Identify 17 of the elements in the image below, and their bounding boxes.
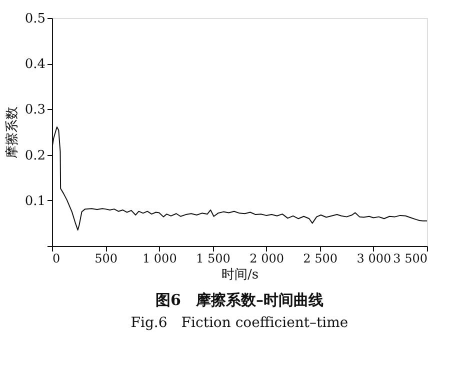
y-axis-title: 摩擦系数 bbox=[4, 106, 20, 158]
y-tick-label: 0.4 bbox=[24, 57, 46, 72]
x-tick-label: 3 000 bbox=[356, 252, 392, 266]
y-tick-label: 0.3 bbox=[24, 102, 46, 118]
y-tick-label: 0.2 bbox=[24, 148, 46, 164]
x-tick-label: 500 bbox=[94, 252, 118, 266]
x-tick-label: 3 500 bbox=[393, 252, 428, 266]
x-tick-label: 0 bbox=[52, 252, 60, 266]
x-tick-label: 2 500 bbox=[303, 252, 338, 266]
text: 图6 摩擦系数–时间曲线 bbox=[156, 291, 324, 309]
text: Fig.6 Fiction coefficient–time bbox=[130, 315, 348, 331]
x-tick-label: 1 500 bbox=[196, 252, 230, 266]
x-axis-title: 时间/s bbox=[221, 268, 259, 282]
x-tick-label: 2 000 bbox=[250, 252, 284, 266]
y-tick-label: 0.1 bbox=[24, 194, 46, 209]
x-tick-label: 1 000 bbox=[142, 252, 177, 266]
y-tick-label: 0.5 bbox=[24, 12, 46, 26]
